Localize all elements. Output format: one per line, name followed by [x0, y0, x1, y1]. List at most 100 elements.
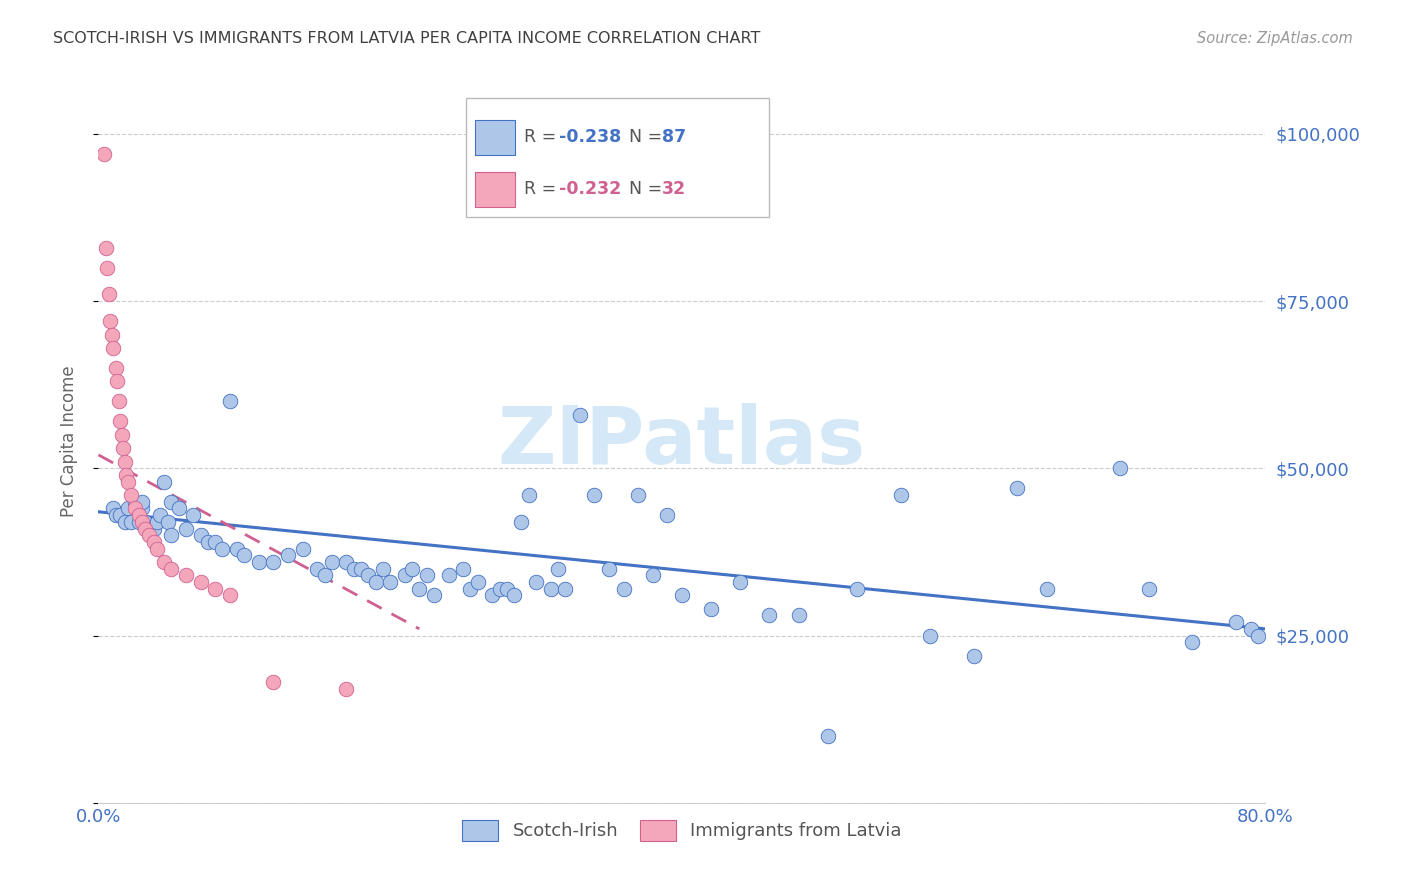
Point [510, 515, 533, 529]
Point [153, 475, 176, 489]
Point [612, 582, 634, 596]
FancyBboxPatch shape [475, 172, 515, 207]
Point [149, 508, 172, 523]
Point [488, 582, 510, 596]
Point [115, 467, 138, 482]
Point [138, 528, 160, 542]
Point [291, 541, 314, 556]
Point [104, 508, 127, 523]
Point [321, 555, 343, 569]
Point [233, 548, 256, 563]
Point [146, 515, 169, 529]
Point [104, 361, 127, 376]
Point [890, 488, 912, 502]
Point [174, 568, 197, 582]
Point [758, 608, 780, 623]
Point [423, 589, 446, 603]
Text: -0.232: -0.232 [560, 180, 621, 198]
Point [627, 488, 650, 502]
Point [100, 327, 122, 342]
Point [110, 414, 132, 428]
Point [120, 488, 142, 502]
Point [314, 568, 336, 582]
Point [540, 582, 562, 596]
Point [846, 582, 869, 596]
Point [157, 515, 180, 529]
Point [1181, 635, 1204, 649]
Point [124, 501, 146, 516]
Point [371, 562, 394, 576]
Point [94, 240, 117, 255]
FancyBboxPatch shape [465, 98, 769, 217]
Point [134, 515, 156, 529]
Point [1108, 461, 1130, 475]
Point [524, 575, 547, 590]
Point [218, 394, 240, 409]
Point [408, 582, 430, 596]
Point [226, 541, 249, 556]
Point [197, 534, 219, 549]
Point [247, 555, 270, 569]
Point [174, 521, 197, 535]
Point [415, 568, 437, 582]
Point [128, 515, 150, 529]
Point [112, 441, 135, 455]
Point [190, 528, 212, 542]
Point [343, 562, 366, 576]
Text: Source: ZipAtlas.com: Source: ZipAtlas.com [1197, 31, 1353, 46]
Point [671, 589, 693, 603]
Point [262, 675, 284, 690]
Point [110, 508, 132, 523]
Point [93, 146, 115, 161]
Point [160, 494, 183, 508]
Text: ZIPatlas: ZIPatlas [498, 402, 866, 481]
Point [211, 541, 233, 556]
Point [114, 454, 136, 469]
Point [730, 575, 752, 590]
Point [496, 582, 519, 596]
Point [547, 562, 569, 576]
Point [481, 589, 503, 603]
Point [160, 528, 183, 542]
Point [97, 287, 120, 301]
Point [218, 589, 240, 603]
Point [96, 260, 118, 275]
Point [134, 521, 156, 535]
Point [394, 568, 416, 582]
Point [364, 575, 387, 590]
Point [1137, 582, 1160, 596]
Point [657, 508, 679, 523]
Point [401, 562, 423, 576]
Point [117, 501, 139, 516]
Point [307, 562, 329, 576]
Point [98, 314, 121, 328]
Point [138, 521, 160, 535]
Point [554, 582, 576, 596]
Point [350, 562, 373, 576]
Point [101, 341, 124, 355]
Point [181, 508, 204, 523]
Point [1247, 628, 1270, 642]
Point [1225, 615, 1247, 630]
Point [598, 562, 620, 576]
Point [111, 427, 134, 442]
Point [437, 568, 460, 582]
Point [146, 541, 169, 556]
Point [153, 555, 176, 569]
Point [1007, 482, 1029, 496]
Point [451, 562, 474, 576]
Point [262, 555, 284, 569]
Point [120, 515, 142, 529]
Point [700, 602, 723, 616]
Point [160, 562, 183, 576]
Point [817, 729, 839, 743]
Point [583, 488, 606, 502]
Point [1035, 582, 1057, 596]
Point [105, 375, 128, 389]
Point [467, 575, 489, 590]
Text: N =: N = [630, 128, 668, 146]
Point [568, 408, 591, 422]
Point [131, 515, 153, 529]
Point [101, 501, 124, 516]
Point [124, 494, 146, 508]
